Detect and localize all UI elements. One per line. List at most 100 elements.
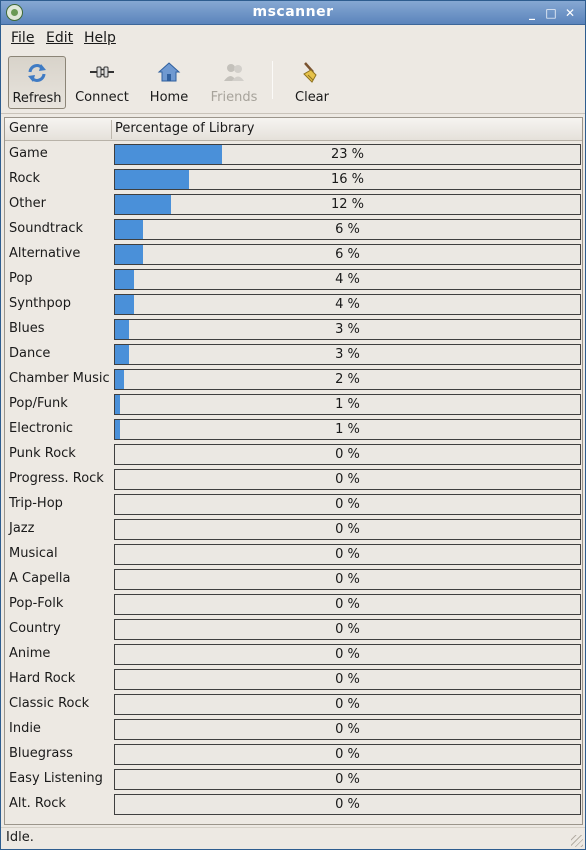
status-bar: Idle. — [1, 827, 585, 849]
genre-name: Pop/Funk — [9, 396, 68, 411]
minimize-icon[interactable]: _ — [529, 6, 535, 20]
percentage-bar: 3 % — [114, 319, 581, 340]
percentage-label: 0 % — [335, 647, 360, 662]
column-separator[interactable] — [111, 120, 112, 139]
genre-name: Other — [9, 196, 46, 211]
maximize-icon[interactable]: □ — [545, 6, 557, 20]
table-row[interactable]: Pop/Funk 1 % — [5, 392, 582, 417]
resize-grip-icon[interactable] — [571, 835, 583, 847]
percentage-bar: 3 % — [114, 344, 581, 365]
table-row[interactable]: Dance 3 % — [5, 342, 582, 367]
home-button[interactable]: Home — [142, 56, 196, 109]
table-row[interactable]: Alt. Rock 0 % — [5, 792, 582, 817]
percentage-label: 1 % — [335, 397, 360, 412]
percentage-bar: 0 % — [114, 619, 581, 640]
genre-name: Punk Rock — [9, 446, 76, 461]
table-row[interactable]: Alternative 6 % — [5, 242, 582, 267]
table-row[interactable]: Other 12 % — [5, 192, 582, 217]
table-row[interactable]: Progress. Rock 0 % — [5, 467, 582, 492]
percentage-bar: 0 % — [114, 519, 581, 540]
table-row[interactable]: Punk Rock 0 % — [5, 442, 582, 467]
genre-name: Soundtrack — [9, 221, 84, 236]
table-row[interactable]: Hard Rock 0 % — [5, 667, 582, 692]
clear-button[interactable]: Clear — [285, 56, 339, 109]
table-row[interactable]: Jazz 0 % — [5, 517, 582, 542]
percentage-label: 6 % — [335, 222, 360, 237]
clear-label: Clear — [295, 90, 329, 105]
percentage-bar: 16 % — [114, 169, 581, 190]
table-row[interactable]: Electronic 1 % — [5, 417, 582, 442]
table-row[interactable]: Country 0 % — [5, 617, 582, 642]
title-bar[interactable]: mscanner _ □ ✕ — [1, 1, 585, 25]
table-row[interactable]: Trip-Hop 0 % — [5, 492, 582, 517]
connect-button[interactable]: Connect — [71, 56, 133, 109]
percentage-bar-fill — [115, 345, 129, 364]
percentage-label: 0 % — [335, 522, 360, 537]
home-icon — [157, 62, 181, 82]
table-row[interactable]: Game 23 % — [5, 142, 582, 167]
table-row[interactable]: Musical 0 % — [5, 542, 582, 567]
table-row[interactable]: Synthpop 4 % — [5, 292, 582, 317]
table-row[interactable]: Easy Listening 0 % — [5, 767, 582, 792]
percentage-label: 2 % — [335, 372, 360, 387]
genre-name: Progress. Rock — [9, 471, 104, 486]
clear-broom-icon — [303, 62, 317, 83]
genre-name: A Capella — [9, 571, 71, 586]
percentage-bar-fill — [115, 370, 124, 389]
column-header-genre[interactable]: Genre — [9, 121, 49, 136]
genre-name: Bluegrass — [9, 746, 73, 761]
percentage-bar: 4 % — [114, 269, 581, 290]
refresh-button[interactable]: Refresh — [8, 56, 66, 109]
table-row[interactable]: Chamber Music 2 % — [5, 367, 582, 392]
menu-file[interactable]: File — [11, 30, 35, 46]
table-row[interactable]: Pop-Folk 0 % — [5, 592, 582, 617]
percentage-bar-fill — [115, 245, 143, 264]
table-row[interactable]: Pop 4 % — [5, 267, 582, 292]
genre-name: Anime — [9, 646, 51, 661]
column-header-percentage[interactable]: Percentage of Library — [115, 121, 255, 136]
genre-name: Jazz — [9, 521, 35, 536]
friends-button[interactable]: Friends — [205, 56, 263, 109]
table-row[interactable]: Blues 3 % — [5, 317, 582, 342]
table-row[interactable]: Anime 0 % — [5, 642, 582, 667]
genre-name: Easy Listening — [9, 771, 103, 786]
percentage-label: 23 % — [330, 147, 365, 162]
table-row[interactable]: Indie 0 % — [5, 717, 582, 742]
percentage-label: 0 % — [335, 447, 360, 462]
percentage-label: 1 % — [335, 422, 360, 437]
percentage-bar-fill — [115, 395, 120, 414]
close-icon[interactable]: ✕ — [564, 6, 576, 20]
percentage-bar: 0 % — [114, 644, 581, 665]
percentage-label: 0 % — [335, 472, 360, 487]
genre-list[interactable]: Genre Percentage of Library Game 23 % Rock… — [4, 117, 583, 825]
genre-name: Pop-Folk — [9, 596, 64, 611]
percentage-bar: 0 % — [114, 694, 581, 715]
table-row[interactable]: Bluegrass 0 % — [5, 742, 582, 767]
genre-name: Dance — [9, 346, 51, 361]
percentage-bar: 0 % — [114, 769, 581, 790]
percentage-bar: 12 % — [114, 194, 581, 215]
table-row[interactable]: Rock 16 % — [5, 167, 582, 192]
percentage-label: 0 % — [335, 697, 360, 712]
menu-edit[interactable]: Edit — [46, 30, 74, 46]
toolbar: Refresh Connect Home — [1, 51, 585, 114]
percentage-bar-fill — [115, 270, 134, 289]
refresh-label: Refresh — [12, 91, 62, 106]
table-row[interactable]: A Capella 0 % — [5, 567, 582, 592]
window-title: mscanner — [252, 4, 334, 20]
status-text: Idle. — [6, 830, 34, 845]
genre-name: Musical — [9, 546, 58, 561]
toolbar-separator — [272, 61, 273, 99]
app-icon[interactable] — [6, 4, 23, 21]
table-row[interactable]: Classic Rock 0 % — [5, 692, 582, 717]
percentage-label: 0 % — [335, 722, 360, 737]
home-label: Home — [149, 90, 189, 105]
percentage-bar: 0 % — [114, 544, 581, 565]
menu-help[interactable]: Help — [84, 30, 116, 46]
table-row[interactable]: Soundtrack 6 % — [5, 217, 582, 242]
percentage-label: 4 % — [335, 297, 360, 312]
percentage-bar: 1 % — [114, 394, 581, 415]
percentage-bar: 23 % — [114, 144, 581, 165]
percentage-label: 0 % — [335, 597, 360, 612]
